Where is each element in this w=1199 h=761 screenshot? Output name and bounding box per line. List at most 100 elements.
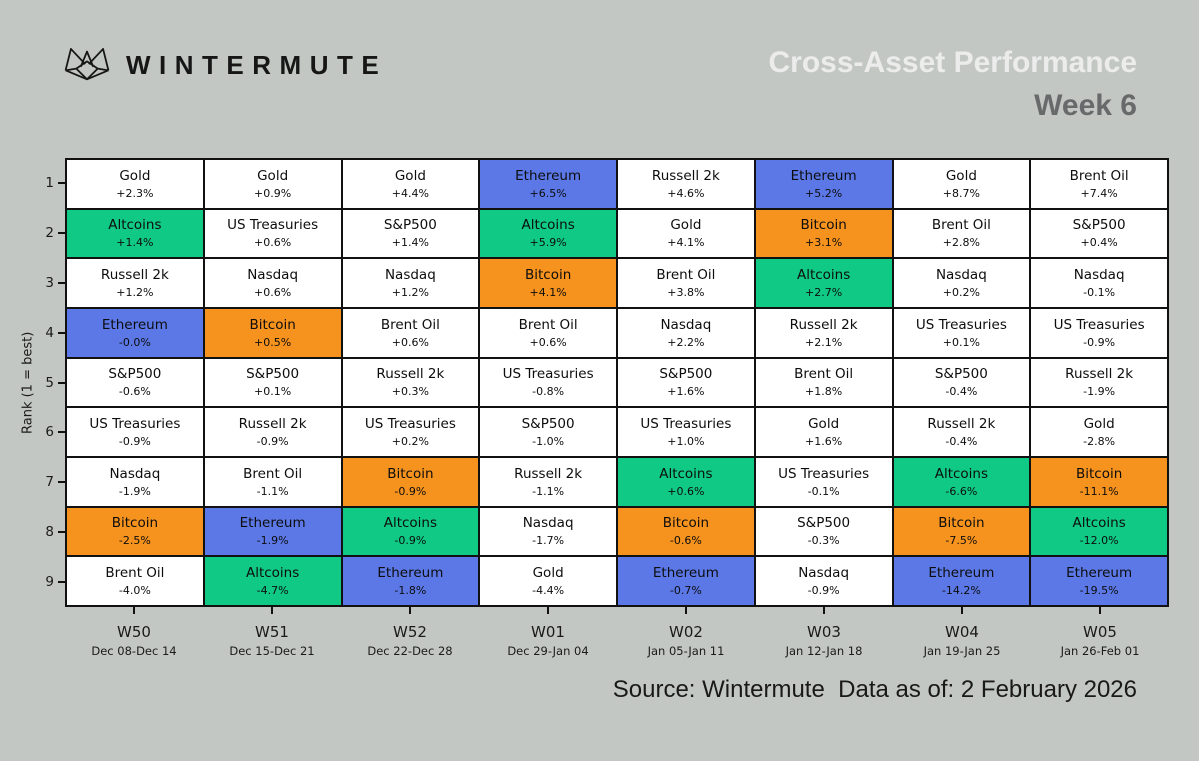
- asset-change: +1.6%: [667, 385, 705, 399]
- page-subtitle: Week 6: [1034, 88, 1137, 122]
- asset-change: -0.6%: [118, 385, 151, 399]
- asset-change: +4.6%: [667, 186, 705, 200]
- asset-name: Russell 2k: [100, 267, 169, 284]
- asset-change: -0.6%: [669, 534, 702, 548]
- asset-cell: Bitcoin -0.9%: [342, 458, 479, 506]
- asset-change: -12.0%: [1079, 534, 1119, 548]
- asset-change: -11.1%: [1079, 484, 1119, 498]
- asset-name: Altcoins: [383, 515, 438, 532]
- week-tick: [823, 607, 825, 614]
- asset-change: +3.1%: [805, 236, 843, 250]
- asset-change: -2.8%: [1083, 435, 1116, 449]
- asset-name: Brent Oil: [518, 316, 578, 333]
- week-axis-item: W03 Jan 12-Jan 18: [755, 607, 893, 658]
- asset-name: US Treasuries: [89, 416, 181, 433]
- asset-change: -19.5%: [1079, 584, 1119, 598]
- asset-change: -1.0%: [532, 435, 565, 449]
- week-dates: Dec 29-Jan 04: [507, 644, 589, 658]
- asset-name: Bitcoin: [111, 515, 159, 532]
- asset-change: +2.2%: [667, 335, 705, 349]
- asset-name: Gold: [808, 416, 840, 433]
- rank-tick: [58, 531, 65, 534]
- rank-tick: [58, 581, 65, 584]
- rank-tick: [58, 481, 65, 484]
- asset-name: Altcoins: [1072, 515, 1126, 532]
- asset-cell: Bitcoin -0.6%: [618, 507, 754, 556]
- week-label: W01: [531, 623, 565, 641]
- asset-name: US Treasuries: [502, 366, 594, 383]
- asset-change: -1.7%: [532, 534, 565, 548]
- week-label: W05: [1083, 623, 1117, 641]
- performance-grid: Gold +2.3% Gold +0.9% Gold +4.4% Ethereum +6.5%…: [65, 158, 1169, 607]
- week-label: W52: [393, 623, 427, 641]
- asset-cell: Ethereum -0.7%: [618, 557, 754, 605]
- asset-cell: Gold +2.3%: [67, 160, 203, 208]
- week-label: W02: [669, 623, 703, 641]
- asset-cell: Brent Oil -1.1%: [204, 458, 341, 506]
- asset-cell: US Treasuries -0.8%: [480, 358, 616, 407]
- asset-cell: Ethereum -1.8%: [342, 557, 479, 605]
- asset-name: Ethereum: [652, 565, 719, 582]
- rank-row: 6: [0, 407, 65, 457]
- asset-cell: Altcoins +5.9%: [480, 209, 616, 258]
- source-note: Source: Wintermute Data as of: 2 Februar…: [612, 676, 1137, 703]
- week-tick: [1099, 607, 1101, 614]
- asset-name: Ethereum: [790, 167, 857, 184]
- asset-cell: S&P500 +0.4%: [1031, 209, 1167, 258]
- rank-row: 3: [0, 258, 65, 308]
- asset-cell: Gold +4.4%: [342, 160, 479, 208]
- asset-change: +4.1%: [667, 236, 705, 250]
- asset-cell: US Treasuries -0.9%: [67, 408, 203, 456]
- asset-cell: Brent Oil +0.6%: [480, 309, 616, 357]
- asset-name: Russell 2k: [651, 167, 720, 184]
- rank-tick: [58, 331, 65, 334]
- asset-name: Gold: [945, 167, 977, 184]
- asset-cell: Nasdaq +0.2%: [893, 259, 1030, 307]
- asset-change: +0.1%: [254, 385, 292, 399]
- asset-cell: Bitcoin -7.5%: [893, 507, 1030, 556]
- asset-cell: US Treasuries -0.1%: [755, 458, 892, 506]
- asset-change: -0.3%: [807, 534, 840, 548]
- asset-cell: Nasdaq -0.9%: [755, 557, 892, 605]
- asset-name: Bitcoin: [1075, 465, 1123, 482]
- asset-cell: Altcoins -6.6%: [893, 458, 1030, 506]
- asset-change: -0.0%: [118, 335, 151, 349]
- asset-cell: Russell 2k -0.9%: [204, 408, 341, 456]
- asset-cell: S&P500 -1.0%: [480, 408, 616, 456]
- asset-name: Brent Oil: [105, 565, 165, 582]
- week-label: W50: [117, 623, 151, 641]
- rank-row: 7: [0, 457, 65, 507]
- asset-cell: Russell 2k -0.4%: [893, 408, 1030, 456]
- asset-name: Bitcoin: [249, 316, 296, 333]
- week-dates: Dec 15-Dec 21: [229, 644, 315, 658]
- week-tick: [271, 607, 273, 614]
- asset-cell: Gold +0.9%: [204, 160, 341, 208]
- asset-change: -1.9%: [1083, 385, 1116, 399]
- chart-titles: Cross-Asset Performance Week 6: [769, 42, 1137, 127]
- asset-change: +0.4%: [1080, 236, 1118, 250]
- week-dates: Jan 12-Jan 18: [785, 644, 863, 658]
- asset-cell: Brent Oil +0.6%: [342, 309, 479, 357]
- asset-change: -0.9%: [807, 584, 840, 598]
- rank-tick: [58, 431, 65, 434]
- asset-name: Russell 2k: [238, 416, 307, 433]
- asset-change: -2.5%: [118, 534, 151, 548]
- asset-name: Bitcoin: [524, 267, 572, 284]
- asset-name: Altcoins: [796, 267, 851, 284]
- asset-change: +0.3%: [391, 385, 429, 399]
- asset-change: +1.2%: [391, 286, 429, 300]
- asset-cell: Altcoins +0.6%: [618, 458, 754, 506]
- asset-cell: Bitcoin +3.1%: [755, 209, 892, 258]
- asset-change: -1.1%: [532, 484, 565, 498]
- asset-cell: Nasdaq +1.2%: [342, 259, 479, 307]
- week-tick: [961, 607, 963, 614]
- asset-cell: US Treasuries +0.1%: [893, 309, 1030, 357]
- asset-cell: Brent Oil +7.4%: [1031, 160, 1167, 208]
- week-tick: [547, 607, 549, 614]
- asset-change: -1.8%: [394, 584, 427, 598]
- week-axis: W50 Dec 08-Dec 14 W51 Dec 15-Dec 21 W52 Dec 2…: [65, 607, 1169, 658]
- asset-name: Nasdaq: [247, 267, 299, 284]
- asset-cell: Nasdaq -1.7%: [480, 507, 616, 556]
- asset-name: Nasdaq: [935, 267, 987, 284]
